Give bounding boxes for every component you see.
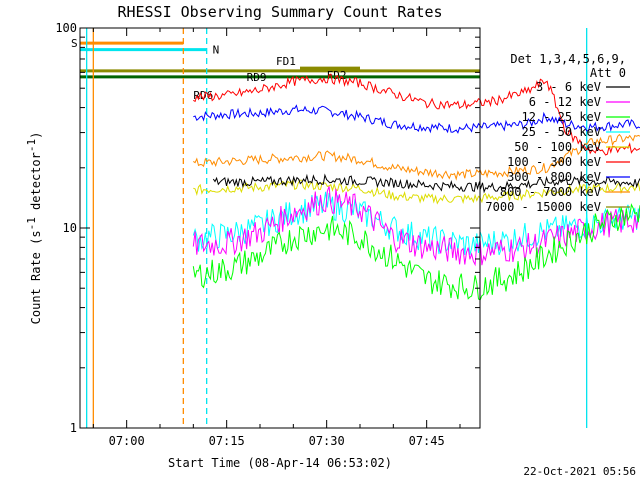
y-axis-label-sup1: -1	[25, 217, 38, 230]
flag-label-n: N	[213, 44, 220, 57]
flag-label-rd9: RD9	[247, 71, 267, 84]
series-trace-100-300-kev	[193, 73, 640, 156]
chart-title: RHESSI Observing Summary Count Rates	[117, 3, 442, 21]
legend-label: 800 - 7000 keV	[500, 185, 601, 199]
flag-label-s: S	[71, 37, 78, 50]
flag-label-fd1: FD1	[276, 55, 296, 68]
y-axis-label-end: )	[29, 132, 43, 139]
y-tick-label: 100	[55, 21, 77, 35]
series-trace-6-12-kev	[192, 186, 640, 267]
series-trace-300-800-kev	[193, 104, 640, 134]
legend-label: 25 - 50 keV	[522, 125, 601, 139]
legend-label: 100 - 300 keV	[507, 155, 601, 169]
y-tick-label: 1	[70, 421, 77, 435]
flag-bars: SNFD1FD2RD9RD6	[71, 37, 480, 102]
y-axis-ticks: 1 10 100	[55, 21, 480, 435]
data-series	[192, 73, 640, 301]
series-trace-12-25-kev	[192, 203, 640, 301]
x-axis-ticks: 07:00 07:15 07:30 07:45	[92, 28, 461, 448]
legend-label: 7000 - 15000 keV	[485, 200, 601, 214]
legend-label: 12 - 25 keV	[522, 110, 601, 124]
y-axis-label-sup2: -1	[25, 139, 38, 152]
legend-label: 50 - 100 keV	[514, 140, 601, 154]
y-axis-label-main: Count Rate (s	[29, 230, 43, 324]
legend-label: 300 - 800 keV	[507, 170, 601, 184]
x-tick-label: 07:45	[409, 434, 445, 448]
legend-label: 3 - 6 keV	[536, 80, 601, 94]
series-trace-50-100-kev	[193, 178, 640, 205]
legend-header-line-1: Det 1,3,4,5,6,9,	[510, 52, 626, 66]
x-tick-label: 07:15	[209, 434, 245, 448]
legend-label: 6 - 12 keV	[529, 95, 601, 109]
x-tick-label: 07:30	[309, 434, 345, 448]
x-axis-label: Start Time (08-Apr-14 06:53:02)	[168, 456, 392, 470]
y-tick-label: 10	[63, 221, 77, 235]
y-axis-label: Count Rate (s-1 detector-1)	[25, 132, 43, 325]
y-axis-label-mid: detector	[29, 152, 43, 217]
generation-timestamp: 22-Oct-2021 05:56	[523, 465, 636, 478]
series-trace-800-7000-kev	[193, 133, 640, 181]
x-tick-label: 07:00	[109, 434, 145, 448]
series-trace-3-6-kev	[212, 173, 640, 194]
legend-header-line-2: Att 0	[590, 66, 626, 80]
